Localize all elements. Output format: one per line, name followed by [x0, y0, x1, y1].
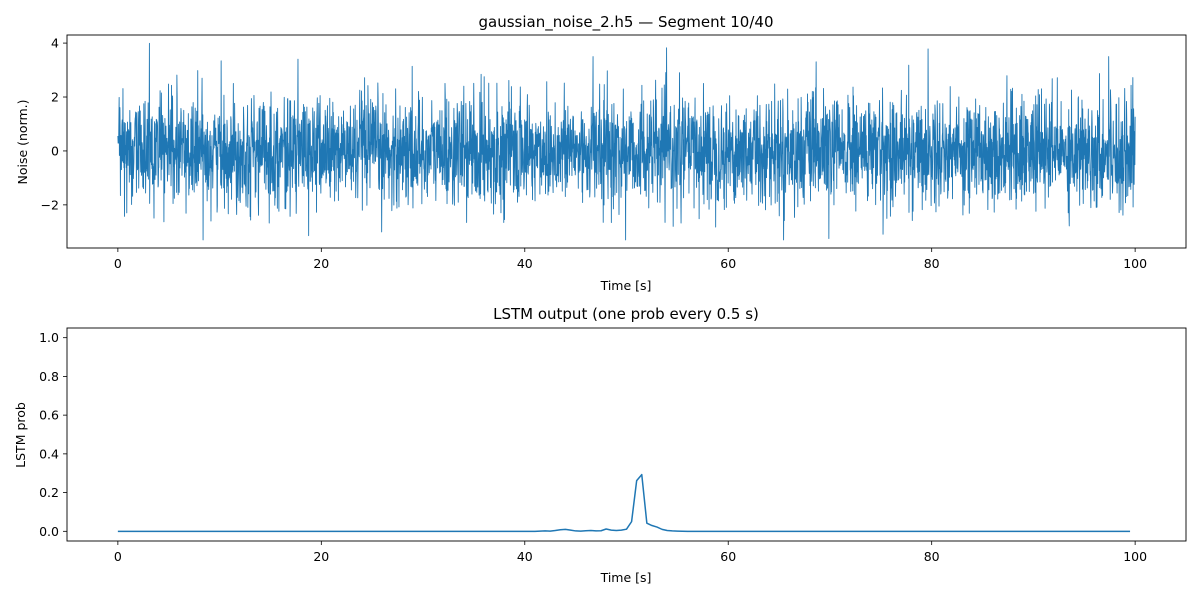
lstm-x-tick-label: 100 — [1123, 549, 1147, 564]
lstm-x-tick-label: 80 — [924, 549, 940, 564]
lstm-y-tick-label: 0.6 — [39, 408, 59, 423]
noise-x-tick-label: 60 — [720, 256, 736, 271]
noise-x-tick-label: 20 — [313, 256, 329, 271]
lstm-y-tick-label: 0.8 — [39, 369, 59, 384]
lstm-y-tick-label: 0.0 — [39, 524, 59, 539]
lstm-axes-frame — [66, 327, 1187, 542]
noise-axes-frame — [66, 34, 1187, 249]
lstm-series-line — [117, 473, 1131, 533]
noise-x-tick-label: 0 — [114, 256, 122, 271]
lstm-plot-area — [117, 473, 1131, 533]
noise-subplot: gaussian_noise_2.h5 — Segment 10/40 0 20 4… — [15, 13, 1187, 293]
noise-series-line — [117, 42, 1136, 241]
lstm-x-tick-label: 60 — [720, 549, 736, 564]
lstm-y-axis-label: LSTM prob — [13, 402, 28, 468]
noise-y-tick-label: 4 — [51, 36, 59, 51]
noise-y-tick-label: 2 — [51, 90, 59, 105]
noise-y-tick-label: 0 — [51, 143, 59, 158]
lstm-x-tick-label: 40 — [517, 549, 533, 564]
noise-chart-title: gaussian_noise_2.h5 — Segment 10/40 — [478, 13, 773, 32]
lstm-y-tick-label: 1.0 — [39, 330, 59, 345]
noise-x-tick-label: 40 — [517, 256, 533, 271]
noise-plot-area — [117, 42, 1136, 241]
noise-x-tick-label: 100 — [1123, 256, 1147, 271]
noise-axis-ticks: 0 20 40 60 80 100 −2 0 2 4 — [41, 36, 1148, 271]
lstm-y-tick-label: 0.4 — [39, 446, 59, 461]
lstm-x-tick-label: 20 — [313, 549, 329, 564]
lstm-axis-ticks: 0 20 40 60 80 100 0.0 0.2 0.4 0.6 0.8 1.0 — [39, 330, 1147, 564]
noise-x-tick-label: 80 — [924, 256, 940, 271]
noise-y-tick-label: −2 — [41, 197, 59, 212]
lstm-x-tick-label: 0 — [114, 549, 122, 564]
lstm-subplot: LSTM output (one prob every 0.5 s) 0 20 40… — [13, 305, 1187, 585]
lstm-y-tick-label: 0.2 — [39, 485, 59, 500]
noise-x-axis-label: Time [s] — [600, 278, 652, 293]
lstm-x-axis-label: Time [s] — [600, 570, 652, 585]
lstm-chart-title: LSTM output (one prob every 0.5 s) — [493, 305, 759, 323]
noise-y-axis-label: Noise (norm.) — [15, 99, 30, 184]
